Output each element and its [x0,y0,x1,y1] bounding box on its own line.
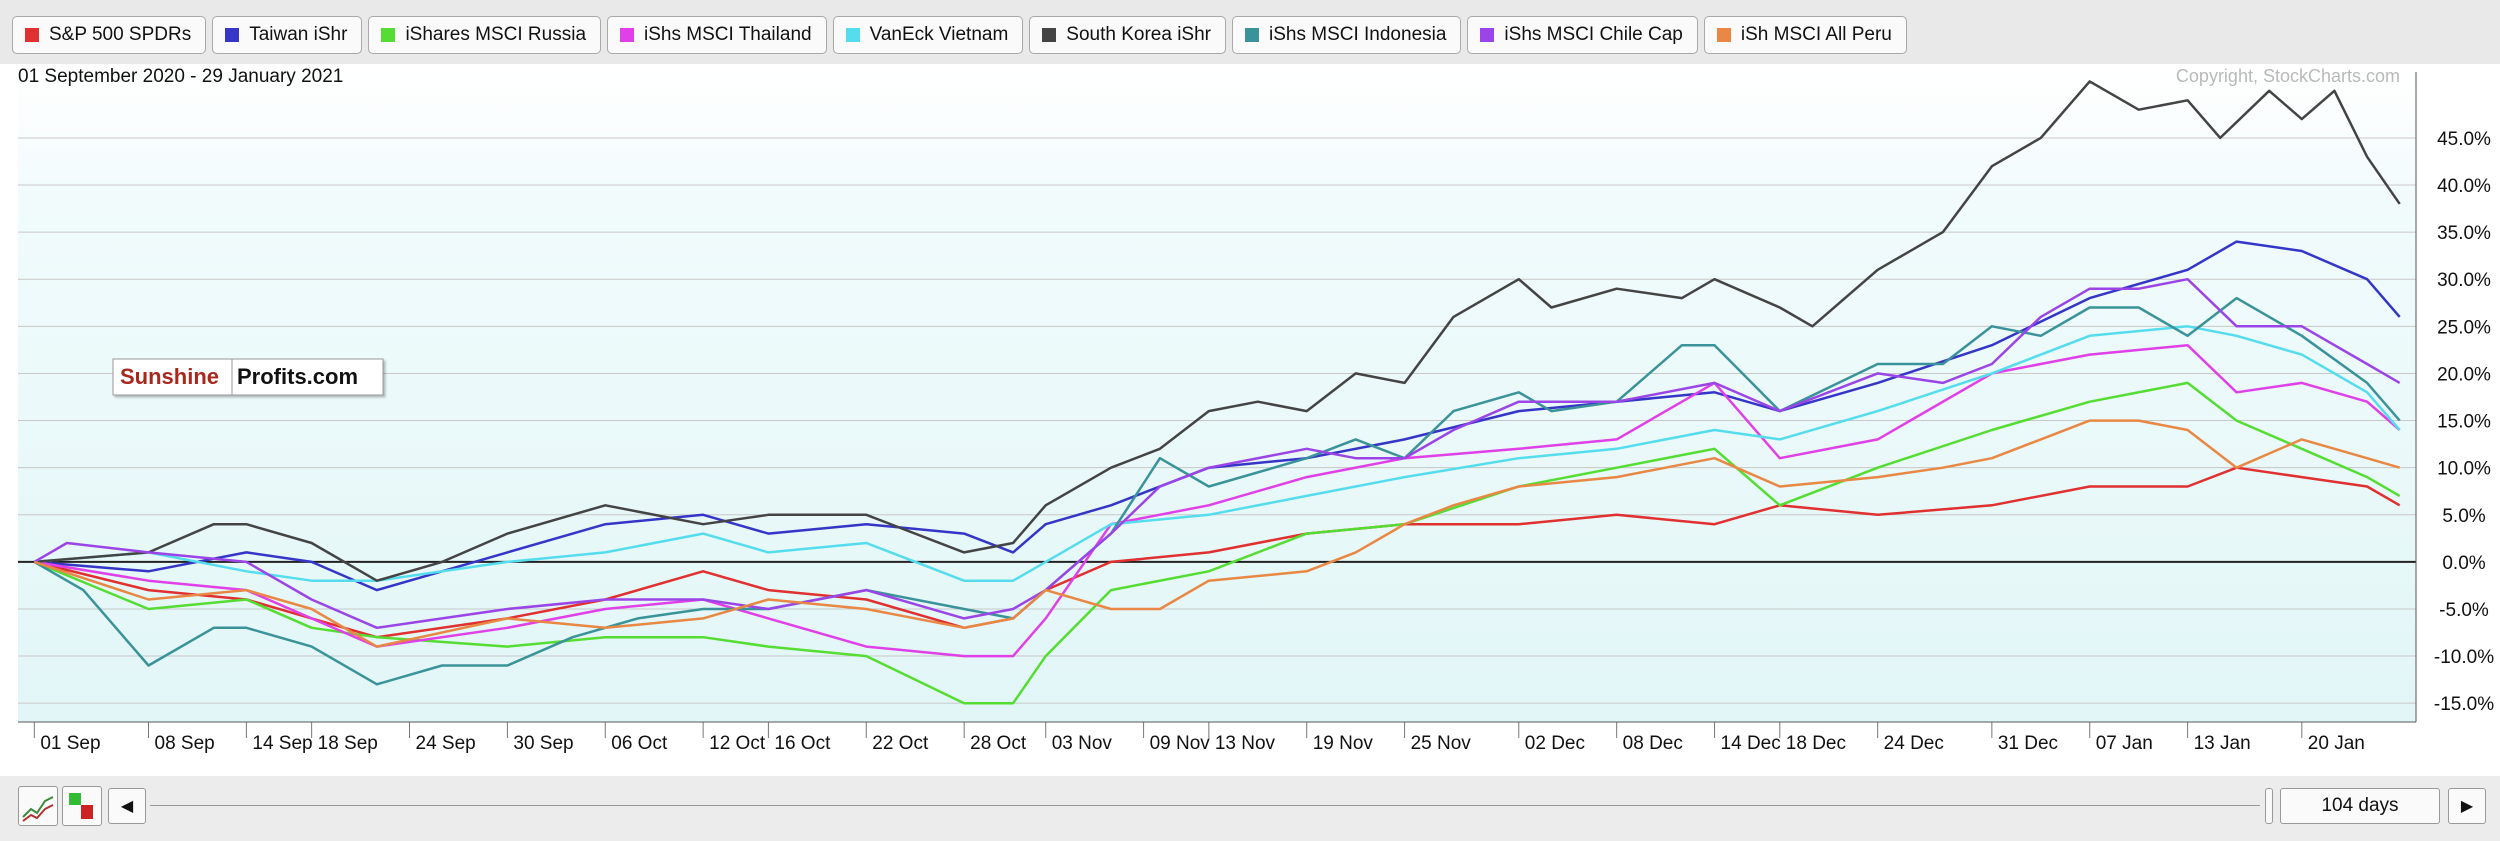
x-tick-label: 08 Dec [1623,733,1683,754]
series-line-south-korea-ishr [34,80,2401,582]
x-tick-label: 09 Nov [1150,733,1211,754]
y-tick-label: -5.0% [2439,600,2489,621]
series-line-ishs-msci-thailand [34,343,2401,658]
legend-swatch [225,28,240,42]
legend-label: Taiwan iShr [249,24,348,45]
logo-word-profits: Profits.com [237,364,358,389]
x-tick-label: 14 Dec [1721,733,1781,754]
legend-item-s-p-500-spdrs[interactable]: S&P 500 SPDRs [12,16,207,54]
y-tick-label: -10.0% [2434,647,2494,668]
date-range-track[interactable] [150,805,2260,806]
legend-label: South Korea iShr [1066,24,1211,45]
y-tick-label: 45.0% [2437,129,2491,150]
x-tick-label: 01 Sep [40,733,100,754]
series-line-ishs-msci-indonesia [33,296,2401,686]
legend-label: iShs MSCI Indonesia [1269,24,1447,45]
legend-label: S&P 500 SPDRs [49,24,192,45]
plot-area [18,72,2416,722]
legend-label: iShs MSCI Chile Cap [1504,24,1683,45]
up-down-bars-icon [69,793,93,819]
legend-item-ish-msci-all-peru[interactable]: iSh MSCI All Peru [1703,16,1907,54]
legend-label: iShares MSCI Russia [405,24,587,45]
y-tick-label: 30.0% [2437,270,2491,291]
range-slider-handle[interactable] [2265,788,2273,824]
y-tick-label: 10.0% [2437,459,2491,480]
legend-label: iSh MSCI All Peru [1740,24,1892,45]
x-tick-label: 24 Sep [416,733,476,754]
legend-item-ishares-msci-russia[interactable]: iShares MSCI Russia [368,16,602,54]
copyright-watermark: Copyright, StockCharts.com [2176,66,2400,86]
legend-item-vaneck-vietnam[interactable]: VanEck Vietnam [832,16,1024,54]
legend-swatch [620,28,635,42]
x-tick-label: 13 Jan [2194,733,2251,754]
line-chart-icon [22,796,54,822]
legend-label: VanEck Vietnam [869,24,1009,45]
chart-type-line-button[interactable] [18,786,58,826]
legend-label: iShs MSCI Thailand [644,24,812,45]
legend-bar: S&P 500 SPDRs Taiwan iShr iShares MSCI Rus… [0,0,2500,65]
scroll-left-button[interactable]: ◀ [108,788,146,824]
legend-swatch [25,28,39,42]
x-tick-label: 14 Sep [252,733,312,754]
chart-type-bars-button[interactable] [62,786,102,826]
legend-swatch [381,28,396,42]
legend-swatch [1245,28,1259,42]
price-performance-chart: 45.0% 40.0% 35.0% 30.0% 25.0% 20.0% 15.0% 10.0%… [0,64,2500,776]
y-tick-label: 40.0% [2437,176,2491,197]
x-tick-label: 20 Jan [2308,733,2365,754]
legend-swatch [1480,28,1495,42]
y-tick-label: 0.0% [2442,553,2485,574]
x-tick-label: 07 Jan [2096,733,2153,754]
series-line-s-p-500-spdrs [34,466,2401,639]
x-tick-label: 08 Sep [155,733,215,754]
series-line-ishs-msci-chile-cap [33,277,2401,630]
x-tick-label: 28 Oct [970,733,1027,754]
x-tick-label: 03 Nov [1052,733,1113,754]
y-tick-label: 25.0% [2437,317,2491,338]
x-tick-label: 06 Oct [611,733,668,754]
x-tick-label: 22 Oct [872,733,929,754]
series-line-ishares-msci-russia [33,381,2401,705]
x-tick-label: 18 Sep [318,733,378,754]
y-tick-label: 35.0% [2437,223,2491,244]
sunshine-profits-logo: Sunshine Profits.com [112,358,384,396]
x-tick-label: 24 Dec [1884,733,1944,754]
legend-item-taiwan-ishr[interactable]: Taiwan iShr [212,16,363,54]
chart-controls: ◀ 104 days ▶ [0,776,2500,841]
x-tick-label: 30 Sep [513,733,573,754]
legend-swatch [1716,28,1731,42]
y-tick-label: -15.0% [2434,694,2494,715]
x-tick-label: 16 Oct [774,733,831,754]
series-line-vaneck-vietnam [34,325,2401,582]
legend-item-south-korea-ishr[interactable]: South Korea iShr [1029,16,1226,54]
chart-subtitle: 01 September 2020 - 29 January 2021 [18,66,343,87]
x-tick-label: 12 Oct [709,733,766,754]
x-tick-label: 25 Nov [1411,733,1472,754]
x-tick-label: 19 Nov [1313,733,1374,754]
y-tick-label: 20.0% [2437,364,2491,385]
x-tick-label: 02 Dec [1525,733,1585,754]
legend: S&P 500 SPDRs Taiwan iShr iShares MSCI Rus… [12,16,1907,54]
days-range-field[interactable]: 104 days [2280,788,2440,824]
x-tick-label: 13 Nov [1215,733,1276,754]
legend-swatch [1042,28,1057,42]
x-tick-label: 31 Dec [1998,733,2058,754]
legend-item-ishs-msci-chile-cap[interactable]: iShs MSCI Chile Cap [1467,16,1698,54]
series-line-ish-msci-all-peru [33,419,2401,648]
y-tick-label: 15.0% [2437,412,2491,433]
legend-swatch [845,28,860,42]
logo-word-sunshine: Sunshine [120,364,219,389]
x-tick-label: 18 Dec [1786,733,1846,754]
legend-item-ishs-msci-indonesia[interactable]: iShs MSCI Indonesia [1232,16,1462,54]
legend-item-ishs-msci-thailand[interactable]: iShs MSCI Thailand [607,16,827,54]
y-tick-label: 5.0% [2442,506,2485,527]
scroll-right-button[interactable]: ▶ [2448,788,2486,824]
